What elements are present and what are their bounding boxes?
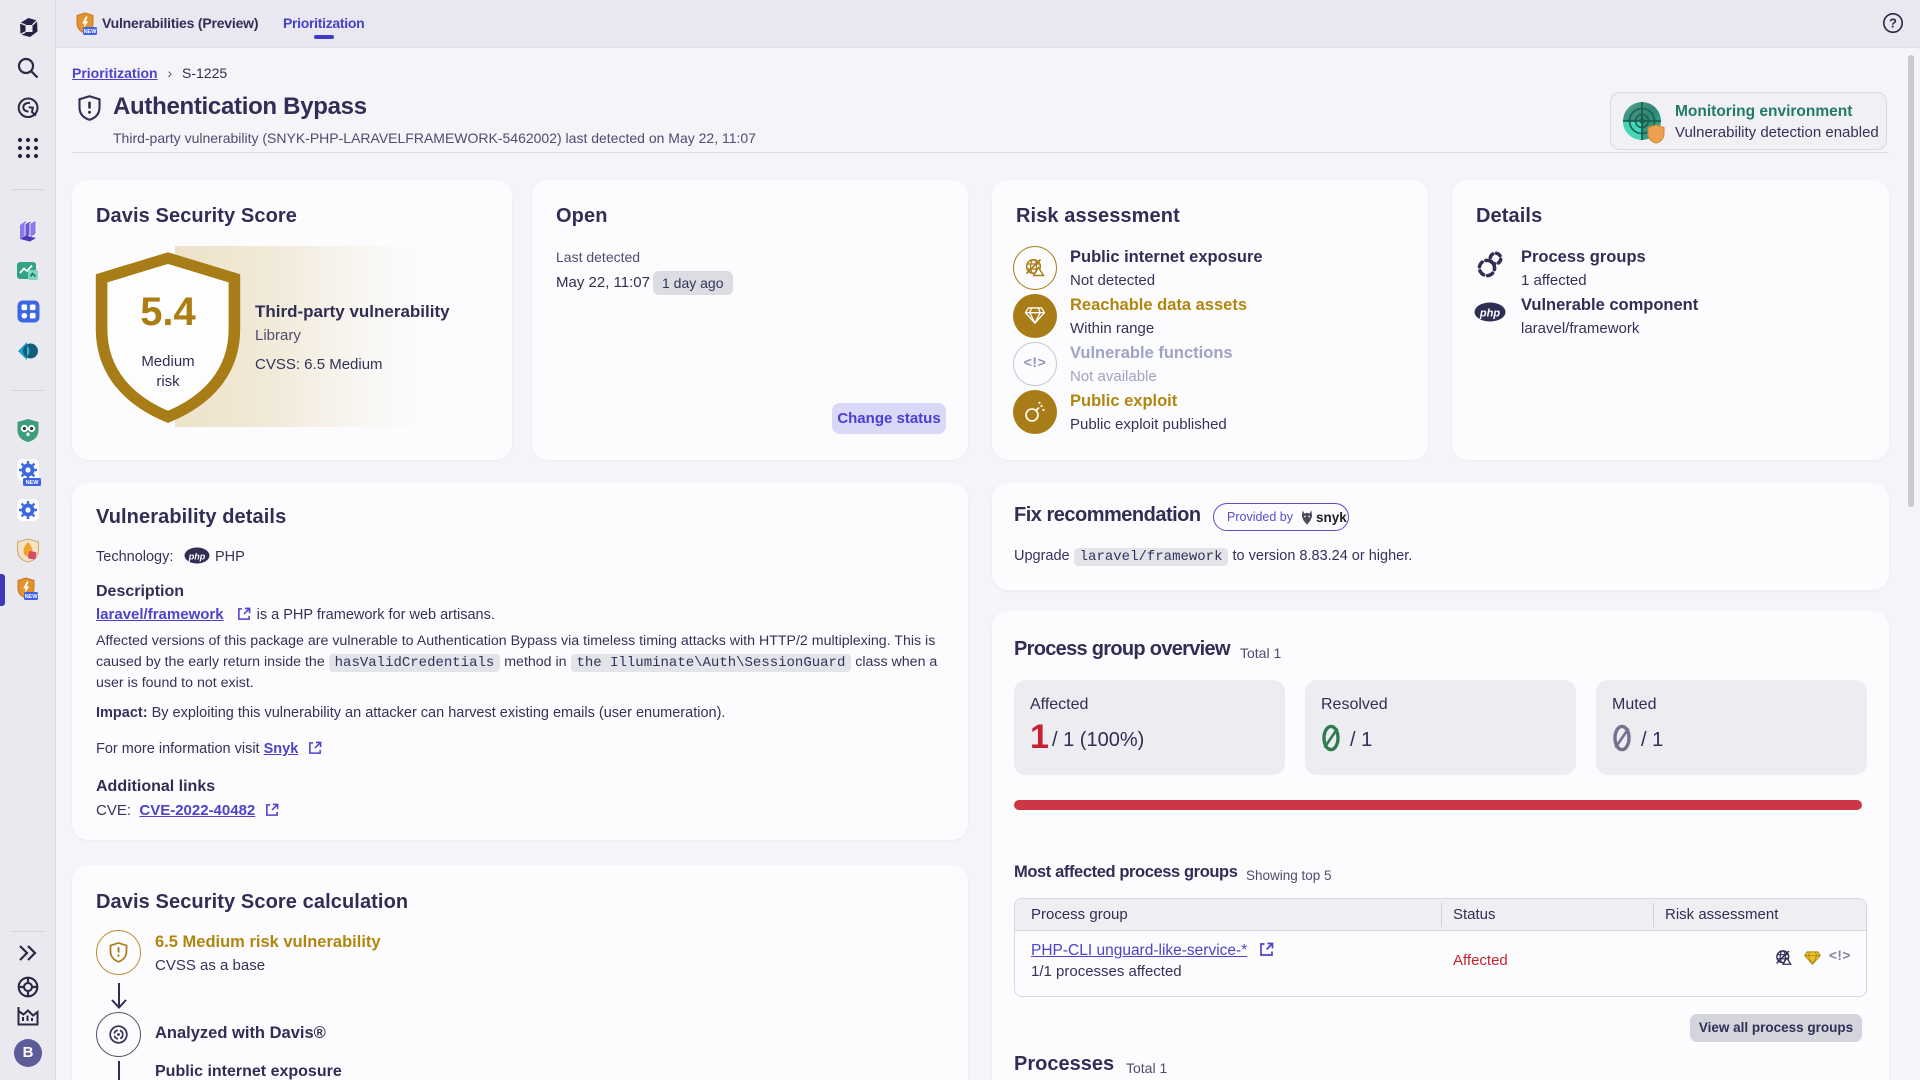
svg-text:NEW: NEW — [25, 594, 39, 600]
svg-text:php: php — [188, 551, 206, 561]
svg-text:php: php — [1479, 308, 1500, 320]
svg-text:NEW: NEW — [84, 29, 98, 35]
svg-text:NEW: NEW — [26, 480, 40, 486]
svg-text:?: ? — [1889, 16, 1897, 31]
